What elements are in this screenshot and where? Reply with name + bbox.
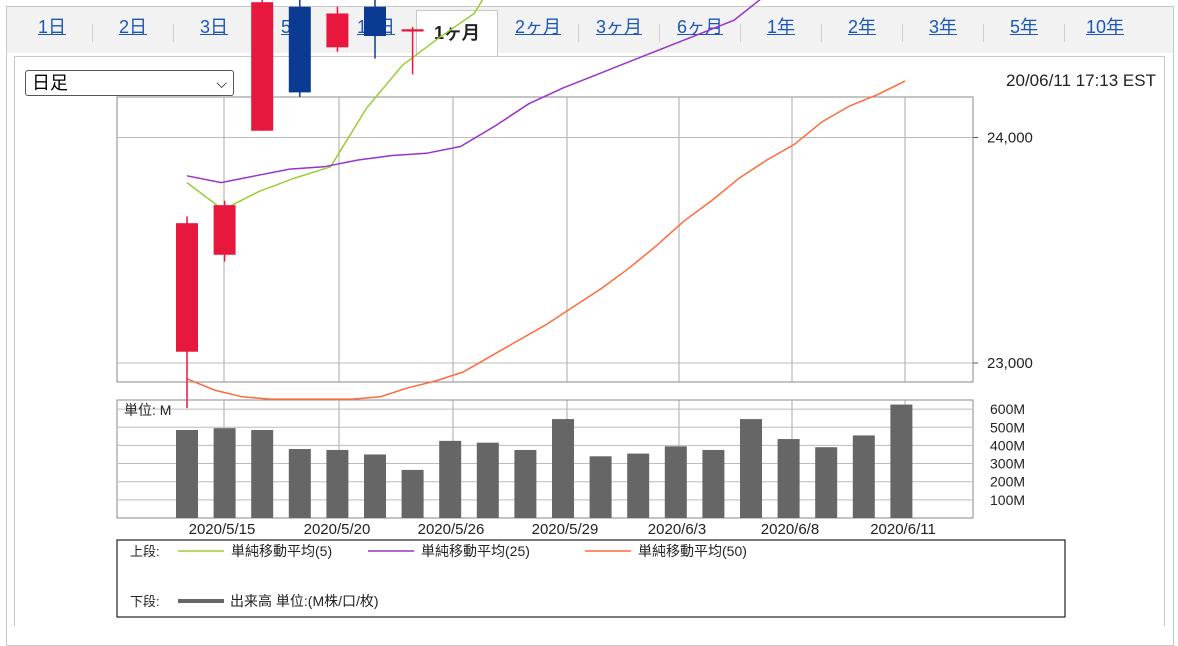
x-tick-label: 2020/6/11: [870, 521, 936, 538]
legend-volume-label: 出来高 単位:(M株/口/枚): [230, 593, 379, 609]
tab-3[interactable]: 3日: [199, 17, 228, 37]
tab-separator: [1064, 24, 1065, 42]
volume-bar: [552, 419, 574, 518]
tab-1[interactable]: 1日: [37, 17, 66, 37]
x-tick-label: 2020/5/26: [418, 521, 485, 538]
tab-14[interactable]: 10年: [1085, 17, 1125, 37]
tab-separator: [173, 24, 174, 42]
tab-7[interactable]: 2ヶ月: [514, 17, 561, 37]
x-tick-label: 2020/5/29: [532, 521, 599, 538]
tab-separator: [740, 24, 741, 42]
legend-upper-label: 上段:: [130, 544, 160, 559]
volume-tick-label: 400M: [990, 437, 1025, 453]
volume-bar: [740, 419, 762, 518]
tab-8[interactable]: 3ヶ月: [595, 17, 642, 37]
candle-body: [401, 29, 424, 32]
volume-bar: [251, 429, 274, 518]
price-plot-area: [116, 96, 974, 383]
volume-bar: [815, 447, 838, 518]
ma-line-1: [186, 0, 484, 211]
volume-bar: [777, 439, 800, 518]
volume-bar: [702, 449, 725, 518]
legend-item-label: 単純移動平均(50): [638, 543, 747, 559]
volume-unit-label: 単位: M: [124, 402, 171, 418]
tab-separator: [902, 24, 903, 42]
volume-bar: [664, 446, 687, 518]
x-tick-label: 2020/5/20: [304, 521, 371, 538]
candle-body: [288, 6, 311, 93]
volume-bar: [176, 429, 198, 518]
ma-line-2: [186, 0, 761, 184]
candle-body: [251, 2, 274, 131]
candle-body: [176, 223, 198, 352]
timestamp: 20/06/11 17:13 EST: [1006, 71, 1156, 90]
period-select[interactable]: 日足 ⌵: [25, 70, 234, 96]
volume-bar: [627, 453, 650, 518]
ma-line-3: [186, 80, 906, 400]
period-tabbar: [7, 7, 1173, 53]
x-tick-label: 2020/6/8: [761, 521, 819, 538]
price-tick-label: 24,000: [987, 130, 1033, 147]
legend-box: [116, 539, 1066, 618]
volume-bar: [288, 449, 311, 518]
tab-separator: [578, 24, 579, 42]
candle-body: [364, 6, 386, 37]
chevron-down-icon: ⌵: [216, 75, 227, 91]
volume-bar: [326, 449, 349, 518]
volume-tick-label: 500M: [990, 419, 1025, 435]
tab-11[interactable]: 2年: [847, 17, 876, 37]
tab-separator: [92, 24, 93, 42]
tab-12[interactable]: 3年: [928, 17, 957, 37]
legend-lower-label: 下段:: [130, 594, 160, 609]
stock-chart: 23,00024,00025,00026,00027,000100M200M30…: [116, 0, 1066, 618]
volume-bar: [476, 442, 499, 518]
candle-body: [326, 13, 349, 48]
tab-separator: [821, 24, 822, 42]
period-select-value: 日足: [32, 73, 68, 93]
volume-tick-label: 600M: [990, 401, 1025, 417]
price-tick-label: 23,000: [987, 355, 1033, 372]
volume-tick-label: 100M: [990, 492, 1025, 508]
volume-bar: [401, 469, 424, 518]
volume-bar: [439, 440, 462, 518]
tab-separator: [983, 24, 984, 42]
tab-9[interactable]: 6ヶ月: [676, 17, 723, 37]
volume-bar: [514, 449, 537, 518]
volume-tick-label: 200M: [990, 474, 1025, 490]
x-tick-label: 2020/6/3: [648, 521, 706, 538]
tab-2[interactable]: 2日: [118, 17, 147, 37]
legend-item-label: 単純移動平均(25): [421, 543, 530, 559]
volume-bar: [890, 404, 913, 518]
legend-item-label: 単純移動平均(5): [231, 543, 332, 559]
x-tick-label: 2020/5/15: [189, 521, 256, 538]
tab-10[interactable]: 1年: [766, 17, 795, 37]
volume-bar: [364, 454, 386, 518]
tab-6[interactable]: 1ヶ月: [416, 10, 498, 56]
tab-13[interactable]: 5年: [1009, 17, 1038, 37]
volume-tick-label: 300M: [990, 456, 1025, 472]
volume-bar: [589, 456, 612, 518]
candle-body: [213, 205, 236, 255]
tab-separator: [659, 24, 660, 42]
volume-bar: [852, 435, 875, 518]
volume-bar: [213, 428, 236, 518]
